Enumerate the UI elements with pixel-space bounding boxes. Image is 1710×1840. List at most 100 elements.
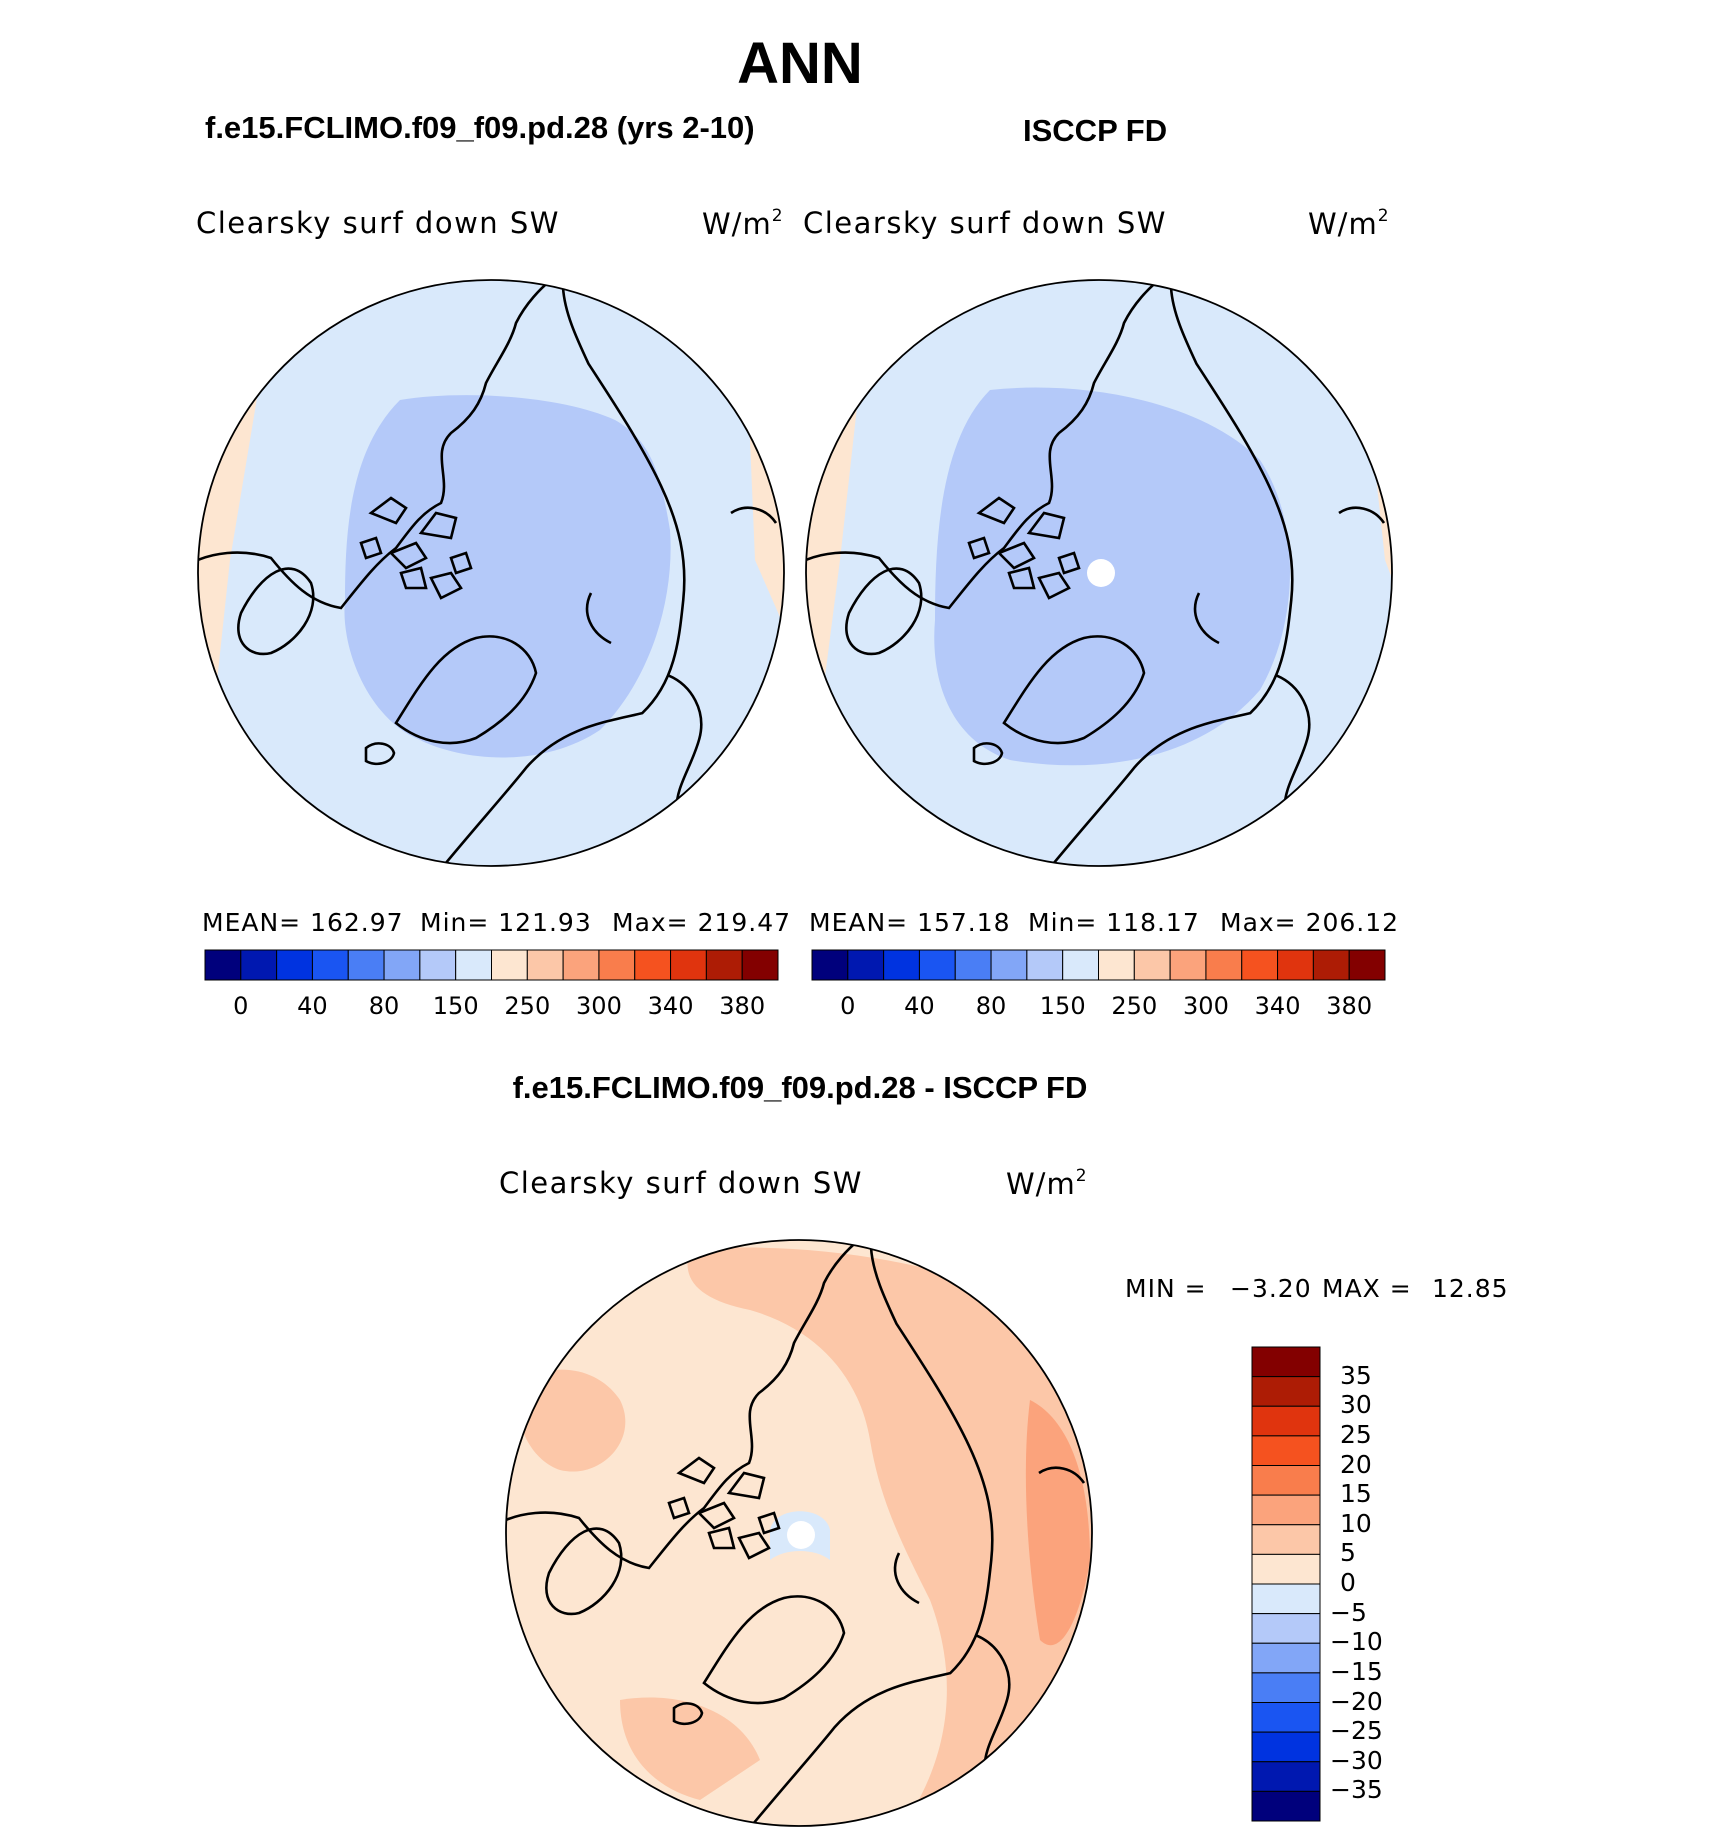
obs-max-stat: Max= 206.12 <box>1220 908 1400 937</box>
obs-colorbar-swatch <box>1133 949 1171 981</box>
diff-colorbar-tick-label: 5 <box>1340 1538 1356 1568</box>
diff-colorbar-tick-label: 30 <box>1340 1390 1372 1420</box>
model-colorbar-swatch <box>598 949 636 981</box>
diff-colorbar-tick-label: −15 <box>1330 1656 1383 1686</box>
diff-max-value: 12.85 <box>1432 1274 1509 1303</box>
diff-map <box>506 1240 1092 1826</box>
obs-colorbar-swatch <box>883 949 920 981</box>
model-colorbar-tick-label: 340 <box>647 992 694 1020</box>
diff-min-label: MIN = <box>1125 1274 1207 1303</box>
model-colorbar-swatch <box>634 949 672 981</box>
model-units-power: 2 <box>771 206 784 226</box>
obs-colorbar-swatch <box>1241 949 1279 981</box>
diff-colorbar-swatch <box>1251 1465 1321 1496</box>
obs-colorbar-tick-label: 40 <box>904 992 935 1020</box>
diff-units-text: W/m <box>1006 1167 1076 1201</box>
model-units-label: W/m2 <box>702 206 784 241</box>
model-colorbar-tick-label: 250 <box>504 992 551 1020</box>
diff-colorbar-tick-label: −35 <box>1330 1775 1383 1805</box>
model-colorbar-swatch <box>455 949 492 981</box>
diff-colorbar-tick-label: 10 <box>1340 1508 1372 1538</box>
diff-colorbar-swatch <box>1251 1435 1321 1466</box>
obs-colorbar-tick-label: 150 <box>1039 992 1086 1020</box>
difference-panel-title: f.e15.FCLIMO.f09_f09.pd.28 - ISCCP FD <box>512 1070 1088 1105</box>
diff-colorbar-tick-label: 25 <box>1340 1419 1372 1449</box>
obs-colorbar-swatch <box>811 949 849 981</box>
diff-units-power: 2 <box>1075 1166 1088 1186</box>
diff-colorbar-tick-label: 35 <box>1340 1360 1372 1390</box>
obs-colorbar-swatch <box>1348 949 1386 981</box>
model-mean-stat: MEAN= 162.97 <box>202 908 404 937</box>
obs-colorbar-tick-label: 0 <box>840 992 856 1020</box>
model-colorbar-swatch <box>383 949 421 981</box>
diff-units-label: W/m2 <box>1006 1166 1088 1201</box>
diff-colorbar-tick-label: 20 <box>1340 1449 1372 1479</box>
diff-colorbar-tick-label: −5 <box>1330 1597 1367 1627</box>
obs-colorbar-swatch <box>1062 949 1099 981</box>
obs-units-power: 2 <box>1377 206 1390 226</box>
obs-colorbar-tick-label: 380 <box>1326 992 1373 1020</box>
model-map <box>198 280 784 866</box>
obs-colorbar-swatch <box>1205 949 1243 981</box>
obs-colorbar-swatch <box>1277 949 1314 981</box>
diff-colorbar-swatch <box>1251 1702 1321 1733</box>
diff-colorbar-swatch <box>1251 1583 1321 1615</box>
diff-colorbar-swatch <box>1251 1761 1321 1792</box>
model-colorbar-tick-label: 150 <box>432 992 479 1020</box>
diff-max-label: MAX = <box>1322 1274 1412 1303</box>
model-max-stat: Max= 219.47 <box>612 908 792 937</box>
model-colorbar-tick-label: 300 <box>576 992 622 1020</box>
model-variable-label: Clearsky surf down SW <box>196 206 560 240</box>
diff-colorbar-tick-label: −30 <box>1330 1745 1383 1775</box>
model-colorbar-tick-label: 40 <box>297 992 328 1020</box>
obs-colorbar-tick-label: 250 <box>1111 992 1158 1020</box>
diff-colorbar-swatch <box>1251 1376 1321 1407</box>
obs-colorbar-swatch <box>1169 949 1207 981</box>
model-colorbar <box>204 949 779 981</box>
model-colorbar-tick-label: 80 <box>368 992 400 1020</box>
diff-colorbar-tick-label: 0 <box>1340 1568 1356 1597</box>
obs-colorbar-tick-label: 80 <box>975 992 1007 1020</box>
model-map-border <box>197 279 785 867</box>
model-colorbar-swatch <box>741 949 779 981</box>
obs-colorbar-swatch <box>1026 949 1064 981</box>
obs-colorbar <box>811 949 1386 981</box>
model-colorbar-swatch <box>311 949 349 981</box>
diff-colorbar-tick-label: −10 <box>1330 1627 1383 1657</box>
obs-colorbar-swatch <box>954 949 992 981</box>
obs-variable-label: Clearsky surf down SW <box>803 206 1167 240</box>
diff-colorbar-swatch <box>1251 1790 1321 1822</box>
model-min-stat: Min= 121.93 <box>420 908 592 937</box>
obs-units-label: W/m2 <box>1308 206 1390 241</box>
obs-colorbar-swatch <box>847 949 885 981</box>
model-colorbar-swatch <box>670 949 707 981</box>
obs-panel-title: ISCCP FD <box>1023 113 1168 148</box>
model-colorbar-tick-label: 0 <box>233 992 249 1020</box>
diff-colorbar-swatch <box>1251 1405 1321 1437</box>
diff-colorbar-swatch <box>1251 1642 1321 1674</box>
model-panel-title: f.e15.FCLIMO.f09_f09.pd.28 (yrs 2-10) <box>205 110 755 145</box>
model-colorbar-swatch <box>562 949 600 981</box>
diff-map-border <box>505 1239 1093 1827</box>
obs-map <box>806 280 1392 866</box>
diff-colorbar-swatch <box>1251 1524 1321 1555</box>
diff-colorbar-tick-label: 15 <box>1340 1479 1372 1509</box>
obs-colorbar-tick-label: 340 <box>1254 992 1301 1020</box>
diff-colorbar-swatch <box>1251 1494 1321 1526</box>
model-colorbar-swatch <box>204 949 242 981</box>
diff-pole-missing <box>787 1521 815 1549</box>
obs-colorbar-swatch <box>990 949 1028 981</box>
diff-colorbar-swatch <box>1251 1731 1321 1763</box>
diff-colorbar-swatch <box>1251 1613 1321 1644</box>
diff-colorbar-tick-label: −20 <box>1330 1686 1383 1716</box>
diff-colorbar-swatch <box>1251 1672 1321 1703</box>
model-colorbar-tick-label: 380 <box>719 992 766 1020</box>
obs-mean-stat: MEAN= 157.18 <box>809 908 1011 937</box>
obs-colorbar-swatch <box>918 949 956 981</box>
model-colorbar-swatch <box>705 949 743 981</box>
diff-min-value: −3.20 <box>1230 1274 1312 1303</box>
diff-colorbar <box>1251 1346 1321 1822</box>
diff-colorbar-swatch <box>1251 1346 1321 1378</box>
obs-colorbar-swatch <box>1312 949 1350 981</box>
